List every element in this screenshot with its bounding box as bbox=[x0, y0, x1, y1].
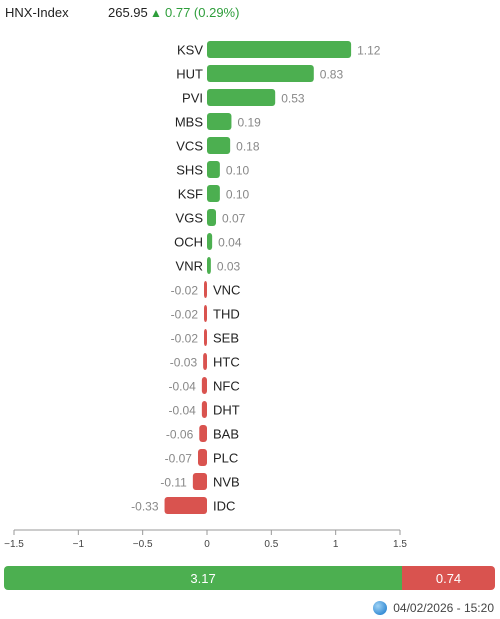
value-label: -0.02 bbox=[171, 332, 199, 346]
value-label: -0.02 bbox=[171, 308, 199, 322]
value-label: -0.11 bbox=[160, 476, 187, 490]
x-tick-label: −0.5 bbox=[133, 539, 153, 550]
category-label: NVB bbox=[213, 475, 240, 490]
category-label: VCS bbox=[176, 139, 203, 154]
category-label: HUT bbox=[176, 67, 203, 82]
bar-mbs bbox=[207, 113, 232, 130]
bar-htc bbox=[203, 353, 207, 370]
category-label: IDC bbox=[213, 499, 235, 514]
value-label: 1.12 bbox=[357, 44, 381, 58]
bar-hut bbox=[207, 65, 314, 82]
bar-vnc bbox=[204, 281, 207, 298]
category-label: THD bbox=[213, 307, 240, 322]
x-tick-label: 1 bbox=[333, 539, 339, 550]
bar-ksv bbox=[207, 41, 352, 58]
value-label: -0.33 bbox=[131, 500, 159, 514]
bar-plc bbox=[197, 449, 207, 466]
positive-total-label: 3.17 bbox=[190, 570, 216, 586]
value-label: -0.06 bbox=[166, 428, 194, 442]
category-label: KSV bbox=[177, 43, 203, 58]
bar-ksf bbox=[207, 185, 220, 202]
timestamp: 04/02/2026 - 15:20 bbox=[393, 601, 494, 615]
x-tick-label: 1.5 bbox=[393, 539, 407, 550]
category-label: SHS bbox=[176, 163, 203, 178]
globe-icon bbox=[373, 601, 388, 615]
bar-bab bbox=[199, 425, 207, 442]
bar-och bbox=[207, 233, 213, 250]
value-label: -0.04 bbox=[168, 404, 196, 418]
value-label: 0.83 bbox=[320, 68, 344, 82]
index-name: HNX-Index bbox=[5, 5, 69, 20]
index-header: HNX-Index 265.95 ▲ 0.77 (0.29%) bbox=[5, 3, 485, 23]
index-value: 265.95 bbox=[108, 5, 148, 20]
category-label: PVI bbox=[182, 91, 203, 106]
value-label: 0.19 bbox=[237, 116, 261, 130]
value-label: -0.04 bbox=[168, 380, 196, 394]
bar-nvb bbox=[192, 473, 207, 490]
up-arrow-icon: ▲ bbox=[150, 6, 162, 20]
bar-seb bbox=[204, 329, 207, 346]
value-label: -0.02 bbox=[171, 284, 199, 298]
category-label: PLC bbox=[213, 451, 238, 466]
value-label: -0.03 bbox=[170, 356, 198, 370]
value-label: 0.10 bbox=[226, 164, 250, 178]
x-tick-label: 0.5 bbox=[264, 539, 278, 550]
category-label: OCH bbox=[174, 235, 203, 250]
category-label: MBS bbox=[175, 115, 204, 130]
bar-shs bbox=[207, 161, 220, 178]
breadth-summary-bar: 3.17 0.74 bbox=[4, 566, 495, 590]
bar-pvi bbox=[207, 89, 276, 106]
bar-vcs bbox=[207, 137, 231, 154]
value-label: -0.07 bbox=[165, 452, 193, 466]
category-label: HTC bbox=[213, 355, 240, 370]
value-label: 0.10 bbox=[226, 188, 250, 202]
category-label: VNR bbox=[176, 259, 203, 274]
value-label: 0.18 bbox=[236, 140, 260, 154]
impact-bar-chart: KSV 1.12 HUT 0.83 PVI 0.53 MBS 0.19 VCS 0.18 SHS 0.… bbox=[4, 41, 407, 550]
index-change: 0.77 (0.29%) bbox=[165, 5, 240, 20]
value-label: 0.53 bbox=[281, 92, 305, 106]
bar-vgs bbox=[207, 209, 217, 226]
category-label: SEB bbox=[213, 331, 239, 346]
category-label: BAB bbox=[213, 427, 239, 442]
positive-total-segment: 3.17 bbox=[4, 566, 403, 590]
footer: 04/02/2026 - 15:20 bbox=[373, 599, 494, 617]
bar-idc bbox=[164, 497, 207, 514]
bar-vnr bbox=[207, 257, 211, 274]
bar-thd bbox=[204, 305, 207, 322]
x-tick-label: 0 bbox=[204, 539, 210, 550]
x-tick-label: −1 bbox=[73, 539, 85, 550]
category-label: NFC bbox=[213, 379, 240, 394]
category-label: KSF bbox=[178, 187, 203, 202]
value-label: 0.04 bbox=[218, 236, 242, 250]
x-tick-label: −1.5 bbox=[4, 539, 24, 550]
negative-total-label: 0.74 bbox=[435, 570, 462, 586]
bar-dht bbox=[201, 401, 207, 418]
category-label: DHT bbox=[213, 403, 240, 418]
value-label: 0.03 bbox=[217, 260, 241, 274]
bar-nfc bbox=[201, 377, 207, 394]
value-label: 0.07 bbox=[222, 212, 246, 226]
negative-total-segment: 0.74 bbox=[402, 566, 495, 590]
category-label: VGS bbox=[176, 211, 204, 226]
category-label: VNC bbox=[213, 283, 240, 298]
